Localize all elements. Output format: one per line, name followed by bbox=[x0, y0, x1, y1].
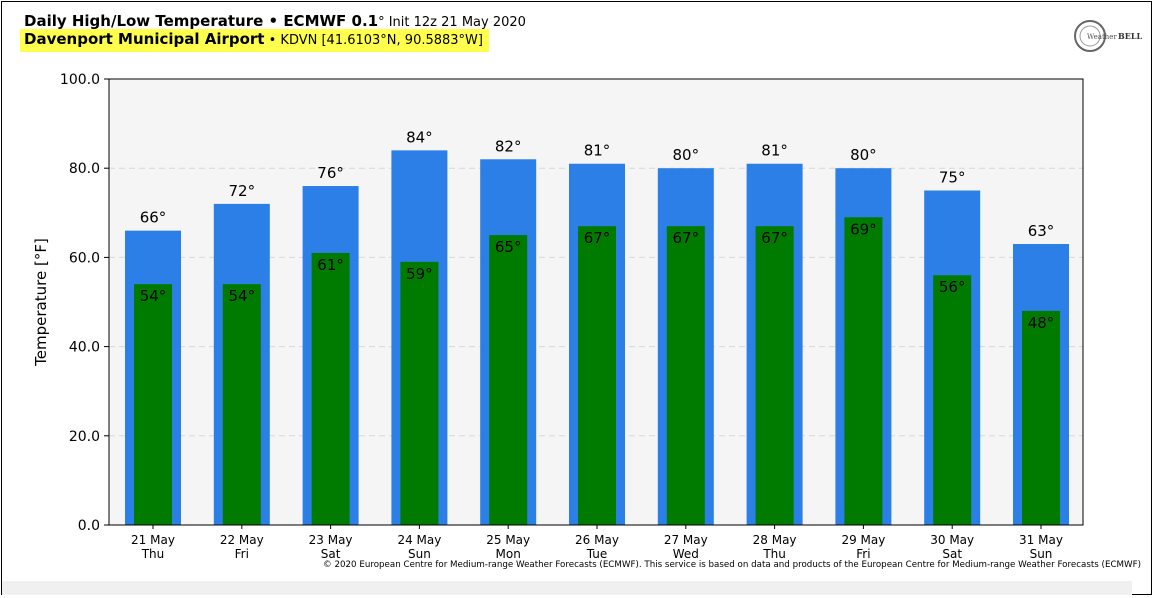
low-bar bbox=[489, 235, 528, 525]
y-axis: 0.0 20.0 40.0 60.0 80.0 100.0 bbox=[60, 72, 109, 534]
high-label: 63° bbox=[1028, 222, 1055, 240]
low-bar bbox=[666, 226, 705, 525]
title-bold: Daily High/Low Temperature • ECMWF 0.1 bbox=[24, 12, 379, 30]
y-tick-label: 60.0 bbox=[69, 250, 100, 266]
copyright-footer: © 2020 European Centre for Medium-range … bbox=[323, 560, 1141, 570]
x-tick-day: Fri bbox=[235, 547, 249, 561]
x-tick-date: 22 May bbox=[220, 533, 264, 547]
high-label: 75° bbox=[939, 169, 966, 187]
high-label: 80° bbox=[850, 146, 877, 164]
high-label: 66° bbox=[140, 209, 167, 227]
y-tick-label: 20.0 bbox=[69, 429, 100, 445]
chart-title: Daily High/Low Temperature • ECMWF 0.1° … bbox=[24, 12, 526, 30]
low-label: 59° bbox=[406, 265, 433, 283]
low-bar bbox=[578, 226, 616, 525]
x-tick-date: 28 May bbox=[753, 533, 797, 547]
high-label: 84° bbox=[406, 128, 433, 146]
location-coords: • KDVN [41.6103°N, 90.5883°W] bbox=[264, 33, 483, 48]
high-label: 72° bbox=[229, 182, 256, 200]
x-tick-day: Thu bbox=[762, 547, 786, 561]
logo-ring bbox=[1074, 20, 1106, 52]
logo-inner-ring bbox=[1079, 25, 1101, 47]
low-label: 48° bbox=[1028, 314, 1055, 332]
low-label: 69° bbox=[850, 220, 877, 238]
y-tick-label: 40.0 bbox=[69, 340, 100, 356]
high-label: 76° bbox=[317, 164, 344, 182]
logo-text-left: Weather bbox=[1087, 33, 1117, 41]
low-bar bbox=[1022, 310, 1060, 525]
plot-border bbox=[108, 78, 1084, 526]
title-degree: ° bbox=[378, 15, 385, 30]
x-tick-day: Tue bbox=[586, 547, 608, 561]
y-tick-label: 100.0 bbox=[60, 72, 100, 88]
y-axis-label: Temperature [°F] bbox=[32, 238, 50, 367]
x-tick-day: Thu bbox=[141, 547, 165, 561]
x-tick-date: 23 May bbox=[309, 533, 353, 547]
low-bar bbox=[134, 284, 172, 525]
x-tick-date: 31 May bbox=[1019, 533, 1063, 547]
x-tick-day: Sun bbox=[408, 547, 431, 561]
bottom-strip bbox=[2, 581, 1132, 595]
x-tick-date: 24 May bbox=[397, 533, 441, 547]
low-label: 54° bbox=[140, 287, 167, 305]
low-label: 56° bbox=[939, 278, 966, 296]
x-tick-date: 30 May bbox=[930, 533, 974, 547]
high-label: 80° bbox=[673, 146, 700, 164]
low-label: 65° bbox=[495, 238, 522, 256]
gridlines bbox=[109, 167, 1083, 437]
logo-text-right: BELL bbox=[1118, 31, 1142, 41]
low-bar bbox=[222, 284, 261, 525]
y-tick-label: 80.0 bbox=[69, 161, 100, 177]
x-tick-date: 29 May bbox=[841, 533, 885, 547]
weatherbell-logo: Weather BELL bbox=[1074, 20, 1142, 52]
high-label: 82° bbox=[495, 137, 522, 155]
low-bar bbox=[844, 217, 883, 525]
low-label: 61° bbox=[317, 256, 344, 274]
x-tick-day: Sat bbox=[321, 547, 341, 561]
high-label: 81° bbox=[584, 142, 611, 160]
x-tick-date: 27 May bbox=[664, 533, 708, 547]
high-label: 81° bbox=[761, 142, 788, 160]
x-tick-day: Wed bbox=[673, 547, 699, 561]
location-name: Davenport Municipal Airport bbox=[24, 30, 265, 48]
low-bar bbox=[400, 261, 439, 525]
low-bar bbox=[311, 252, 350, 525]
low-bar bbox=[933, 275, 972, 525]
low-label: 67° bbox=[584, 229, 611, 247]
data-labels: 66° 54° 72° 54° 76° 61° 84° 59° 82° 65° 81° 67° 80° 6… bbox=[140, 128, 1055, 332]
x-tick-day: Sat bbox=[942, 547, 962, 561]
title-init: Init 12z 21 May 2020 bbox=[384, 15, 526, 30]
low-label: 67° bbox=[761, 229, 788, 247]
x-tick-date: 25 May bbox=[486, 533, 530, 547]
low-bar bbox=[755, 226, 794, 525]
x-tick-date: 21 May bbox=[131, 533, 175, 547]
x-tick-day: Sun bbox=[1030, 547, 1053, 561]
low-label: 54° bbox=[229, 287, 256, 305]
y-tick-label: 0.0 bbox=[78, 518, 100, 534]
location-subtitle: Davenport Municipal Airport • KDVN [41.6… bbox=[20, 29, 489, 52]
low-label: 67° bbox=[673, 229, 700, 247]
x-tick-date: 26 May bbox=[575, 533, 619, 547]
x-tick-day: Fri bbox=[856, 547, 870, 561]
x-tick-day: Mon bbox=[496, 547, 521, 561]
low-bars bbox=[134, 217, 1060, 525]
